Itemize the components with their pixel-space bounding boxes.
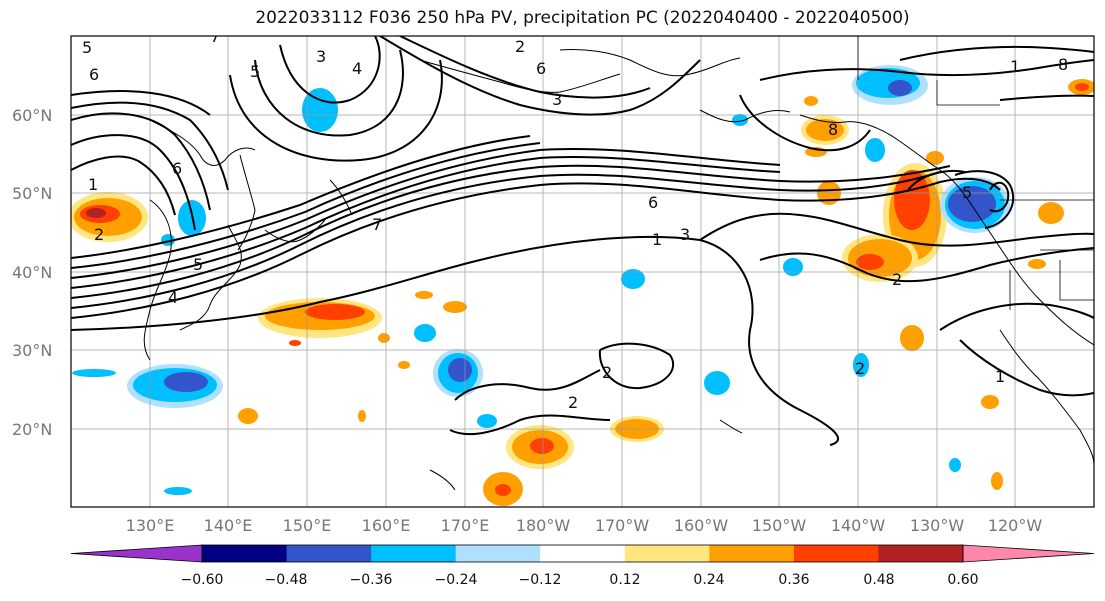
colorbar-segment bbox=[455, 545, 541, 562]
pv-contour-label: 6 bbox=[648, 193, 658, 212]
pv-contour-label: 6 bbox=[172, 159, 182, 178]
colorbar-tick-label: −0.48 bbox=[265, 572, 308, 588]
lon-label: 130°E bbox=[126, 516, 175, 535]
colorbar-ticks: −0.60 −0.48 −0.36 −0.24 −0.12 0.12 0.24 … bbox=[181, 572, 979, 588]
pv-contour-label: 3 bbox=[316, 47, 326, 66]
precip-positive-region bbox=[842, 163, 947, 282]
colorbar-extend-high bbox=[962, 544, 1095, 563]
colorbar-segment bbox=[371, 545, 457, 562]
pv-contour-label: 2 bbox=[602, 363, 612, 382]
pv-contour-label: 6 bbox=[536, 59, 546, 78]
lon-label: 150°W bbox=[752, 516, 807, 535]
pv-contour-label: 2 bbox=[515, 37, 525, 56]
colorbar-tick-label: 0.12 bbox=[609, 572, 640, 588]
colorbar-tick-label: 0.36 bbox=[778, 572, 809, 588]
precip-negative-region bbox=[127, 364, 223, 408]
colorbar-tick-label: 0.48 bbox=[863, 572, 894, 588]
colorbar-segment bbox=[624, 545, 710, 562]
lon-label: 140°W bbox=[831, 516, 886, 535]
colorbar-tick-label: −0.12 bbox=[519, 572, 562, 588]
lat-label: 40°N bbox=[12, 263, 52, 282]
lon-label: 160°E bbox=[362, 516, 411, 535]
colorbar-segment bbox=[286, 545, 372, 562]
lon-label: 180°W bbox=[516, 516, 571, 535]
lat-label: 30°N bbox=[12, 341, 52, 360]
coastlines bbox=[143, 49, 1094, 491]
latitude-labels: 60°N 50°N 40°N 30°N 20°N bbox=[12, 106, 52, 439]
pv-contour-label: 4 bbox=[352, 59, 362, 78]
pv-contour-label: 5 bbox=[193, 255, 203, 274]
pv-contour-label: 7 bbox=[372, 215, 382, 234]
colorbar-frame bbox=[201, 544, 964, 563]
lon-label: 150°E bbox=[283, 516, 332, 535]
lat-label: 50°N bbox=[12, 184, 52, 203]
pv-contour-label: 6 bbox=[89, 65, 99, 84]
precip-positive-region bbox=[506, 425, 574, 469]
pv-contour-labels: 6 5 3 4 2 1 6 5 7 1 2 3 4 5 6 7 1 2 3 6 … bbox=[82, 27, 1068, 412]
colorbar-tick-label: 0.24 bbox=[693, 572, 724, 588]
pv-contour-label: 2 bbox=[855, 359, 865, 378]
lon-label: 120°W bbox=[988, 516, 1043, 535]
gridlines bbox=[71, 36, 1094, 507]
pv-contour-label: 1 bbox=[995, 367, 1005, 386]
pv-contours bbox=[71, 36, 1094, 446]
colorbar-segment bbox=[709, 545, 795, 562]
colorbar-tick-label: 0.60 bbox=[947, 572, 978, 588]
pv-contour-label: 5 bbox=[82, 38, 92, 57]
colorbar-segment bbox=[878, 545, 964, 562]
pv-contour-label: 2 bbox=[94, 225, 104, 244]
precip-positive-region bbox=[71, 192, 148, 242]
colorbar-extend-low bbox=[70, 544, 203, 563]
colorbar: −0.60 −0.48 −0.36 −0.24 −0.12 0.12 0.24 … bbox=[70, 544, 1095, 588]
precip-negative-region bbox=[940, 177, 1010, 233]
pv-contour-label: 1 bbox=[88, 175, 98, 194]
lon-label: 160°W bbox=[674, 516, 729, 535]
lon-label: 130°W bbox=[910, 516, 965, 535]
colorbar-segment bbox=[540, 545, 626, 562]
pv-contour-label: 5 bbox=[250, 62, 260, 81]
colorbar-tick-label: −0.24 bbox=[435, 572, 478, 588]
lon-label: 140°E bbox=[204, 516, 253, 535]
map-frame bbox=[70, 35, 1095, 508]
precip-negative-region bbox=[72, 88, 961, 495]
pv-contour-label: 2 bbox=[892, 270, 902, 289]
political-borders bbox=[857, 36, 1094, 310]
pv-contour-label: 2 bbox=[568, 393, 578, 412]
lon-label: 170°W bbox=[595, 516, 650, 535]
pv-contour-label: 3 bbox=[680, 225, 690, 244]
pv-contour-label: 1 bbox=[652, 230, 662, 249]
map-title: 2022033112 F036 250 hPa PV, precipitatio… bbox=[255, 8, 910, 28]
precip-positive-region bbox=[258, 298, 382, 338]
colorbar-tick-label: −0.60 bbox=[181, 572, 224, 588]
colorbar-segment bbox=[793, 545, 879, 562]
colorbar-segments bbox=[70, 544, 1095, 563]
pv-contour-label: 8 bbox=[1058, 55, 1068, 74]
colorbar-segment bbox=[202, 545, 288, 562]
pv-contour-label: 8 bbox=[828, 120, 838, 139]
pv-contour-label: 3 bbox=[552, 90, 562, 109]
lon-label: 170°E bbox=[441, 516, 490, 535]
precip-positive-region bbox=[483, 472, 523, 506]
pv-contour-label: 5 bbox=[962, 183, 972, 202]
colorbar-tick-label: −0.36 bbox=[350, 572, 393, 588]
precip-negative-region bbox=[852, 65, 928, 105]
lat-label: 60°N bbox=[12, 106, 52, 125]
pv-contour-label: 7 bbox=[210, 27, 220, 46]
lat-label: 20°N bbox=[12, 420, 52, 439]
pv-contour-label: 4 bbox=[168, 288, 178, 307]
precip-negative-region bbox=[433, 349, 483, 397]
longitude-labels: 130°E 140°E 150°E 160°E 170°E 180°W 170°… bbox=[126, 516, 1043, 535]
pv-contour-label: 1 bbox=[1010, 57, 1020, 76]
